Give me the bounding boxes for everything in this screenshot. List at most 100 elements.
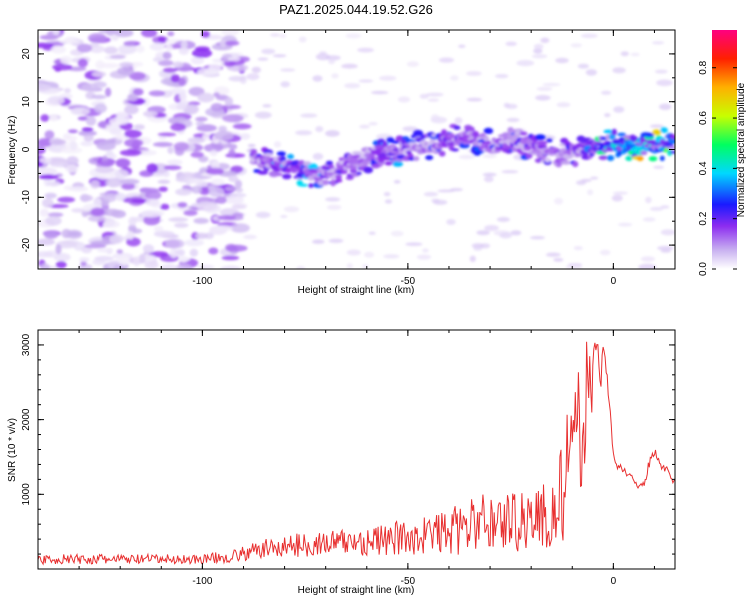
heatmap-cell xyxy=(425,155,434,161)
heatmap-cell xyxy=(315,126,324,133)
heatmap-cell xyxy=(140,210,163,218)
snr-panel: -100 -50 0 1000 2000 3000 Height of straight… xyxy=(7,329,676,596)
heatmap-cell xyxy=(659,139,665,143)
heatmap-cell xyxy=(98,30,120,34)
heatmap-cell xyxy=(542,82,561,87)
heatmap-cell xyxy=(44,231,58,239)
heatmap-cell xyxy=(228,143,238,150)
heatmap-cell xyxy=(143,110,158,118)
heatmap-cell xyxy=(218,125,228,132)
heatmap-cell xyxy=(119,62,134,68)
heatmap-cell xyxy=(433,199,448,205)
heatmap-cell xyxy=(312,153,324,160)
heatmap-cell xyxy=(81,127,94,132)
heatmap-cell xyxy=(117,66,135,76)
heatmap-cell xyxy=(562,153,574,160)
heatmap-cell xyxy=(103,194,117,203)
heatmap-cell xyxy=(247,144,256,147)
heatmap-cell xyxy=(184,239,205,247)
heatmap-cell xyxy=(148,90,166,97)
heatmap-cell xyxy=(197,264,215,269)
heatmap-cell xyxy=(381,156,392,161)
heatmap-cell xyxy=(188,86,205,97)
heatmap-cell xyxy=(225,186,239,192)
heatmap-cell xyxy=(221,255,240,261)
heatmap-cell xyxy=(67,129,78,134)
heatmap-cell xyxy=(64,88,71,94)
heatmap-cell xyxy=(484,140,493,145)
heatmap-cell xyxy=(254,111,272,119)
heatmap-cell xyxy=(484,225,499,231)
heatmap-cell xyxy=(280,215,288,218)
heatmap-cell xyxy=(165,238,185,249)
heatmap-cell xyxy=(219,39,227,48)
heatmap-cell xyxy=(374,145,385,150)
heatmap-cell xyxy=(153,225,164,232)
heatmap-cell xyxy=(561,160,571,165)
heatmap-cell xyxy=(368,231,376,235)
heatmap-cell xyxy=(315,53,331,61)
heatmap-cell xyxy=(157,36,166,42)
heatmap-cell xyxy=(40,114,50,122)
heatmap-cell xyxy=(157,179,171,184)
heatmap-cell xyxy=(611,194,623,202)
heatmap-cell xyxy=(228,75,246,82)
heatmap-cell xyxy=(178,92,187,101)
heatmap-cell xyxy=(652,41,665,45)
heatmap-cell xyxy=(189,248,199,257)
heatmap-cell xyxy=(501,170,519,174)
heatmap-cell xyxy=(211,178,225,186)
heatmap-cell xyxy=(215,196,227,204)
heatmap-cell xyxy=(94,255,114,262)
heatmap-cell xyxy=(613,106,625,113)
y-tick-label: 3000 xyxy=(21,333,32,356)
heatmap-cell xyxy=(38,174,59,180)
heatmap-cell xyxy=(235,187,243,193)
heatmap-cell xyxy=(405,242,423,246)
heatmap-cell xyxy=(157,132,177,137)
heatmap-cell xyxy=(121,183,136,190)
heatmap-cell xyxy=(255,211,271,219)
heatmap-cell xyxy=(426,92,444,97)
heatmap-cell xyxy=(423,191,439,197)
heatmap-cell xyxy=(180,40,188,49)
heatmap-cell xyxy=(174,117,187,122)
heatmap-cell xyxy=(211,225,234,232)
heatmap-cell xyxy=(232,212,244,218)
x-tick-label: -50 xyxy=(401,276,416,287)
heatmap-cell xyxy=(531,149,542,154)
heatmap-cell xyxy=(87,215,107,222)
heatmap-cell xyxy=(250,149,258,154)
heatmap-cell xyxy=(617,132,627,137)
heatmap-cell xyxy=(195,232,208,239)
heatmap-cell xyxy=(174,222,189,228)
heatmap-cell xyxy=(530,236,545,240)
heatmap-cell xyxy=(126,230,135,240)
heatmap-cell xyxy=(262,104,272,108)
heatmap-cell xyxy=(225,40,240,46)
heatmap-cell xyxy=(413,129,424,137)
heatmap-cell xyxy=(84,244,107,249)
heatmap-cell xyxy=(257,170,269,175)
heatmap-cell xyxy=(483,137,490,142)
heatmap-cell xyxy=(115,158,131,168)
heatmap-cell xyxy=(95,170,116,180)
heatmap-cell xyxy=(142,244,155,254)
heatmap-cell xyxy=(124,129,142,139)
heatmap-cell xyxy=(127,93,138,102)
heatmap-cell xyxy=(331,73,339,79)
spectrogram-x-ticks: -100 -50 0 xyxy=(37,30,655,287)
heatmap-cell xyxy=(406,61,419,67)
heatmap-cell xyxy=(587,189,594,196)
heatmap-cell xyxy=(99,160,115,167)
heatmap-cell xyxy=(38,138,53,147)
y-tick-label: 20 xyxy=(21,48,32,60)
heatmap-cell xyxy=(210,103,224,112)
heatmap-cell xyxy=(401,136,410,140)
heatmap-cell xyxy=(654,69,668,74)
heatmap-cell xyxy=(438,57,455,63)
heatmap-cell xyxy=(94,103,107,114)
heatmap-cell xyxy=(656,79,673,87)
snr-x-axis-label: Height of straight line (km) xyxy=(298,585,415,596)
heatmap-cell xyxy=(39,157,52,164)
